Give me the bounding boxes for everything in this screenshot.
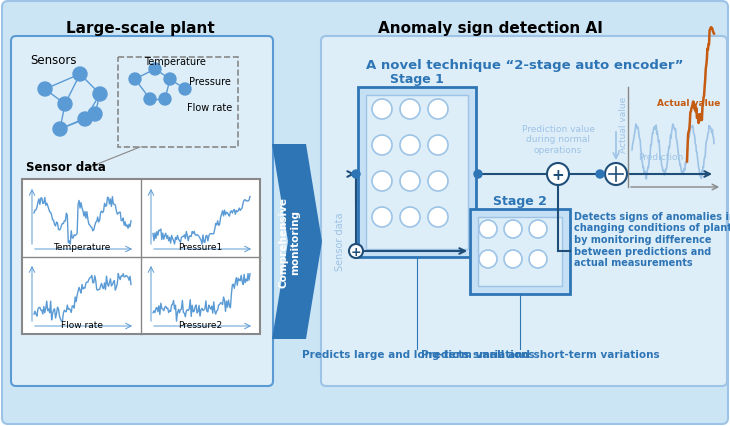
Circle shape	[504, 250, 522, 268]
Text: Large-scale plant: Large-scale plant	[66, 20, 215, 35]
FancyBboxPatch shape	[358, 88, 476, 257]
Circle shape	[400, 172, 420, 192]
Circle shape	[352, 170, 360, 178]
Text: Flow rate: Flow rate	[61, 321, 103, 330]
Circle shape	[372, 172, 392, 192]
Text: +: +	[552, 168, 564, 183]
Circle shape	[144, 94, 156, 106]
Circle shape	[428, 136, 448, 155]
Text: Actual value: Actual value	[619, 97, 628, 153]
Circle shape	[400, 136, 420, 155]
Text: Temperature: Temperature	[53, 243, 111, 252]
FancyBboxPatch shape	[22, 180, 260, 334]
Text: Comprehensive
monitoring: Comprehensive monitoring	[278, 196, 300, 287]
Circle shape	[400, 100, 420, 120]
Circle shape	[479, 221, 497, 239]
Text: Flow rate: Flow rate	[188, 103, 233, 113]
Circle shape	[428, 100, 448, 120]
Circle shape	[73, 68, 87, 82]
FancyBboxPatch shape	[366, 96, 468, 249]
Circle shape	[372, 207, 392, 227]
Circle shape	[605, 164, 627, 186]
Circle shape	[349, 245, 363, 259]
Text: Sensor data: Sensor data	[335, 212, 345, 271]
Text: Temperature: Temperature	[144, 57, 206, 67]
Text: Stage 1: Stage 1	[390, 73, 444, 86]
Text: Stage 2: Stage 2	[493, 195, 547, 208]
Circle shape	[428, 207, 448, 227]
Circle shape	[596, 170, 604, 178]
Text: Actual value: Actual value	[656, 98, 720, 107]
Circle shape	[372, 136, 392, 155]
FancyBboxPatch shape	[470, 210, 570, 294]
Circle shape	[58, 98, 72, 112]
Text: Prediction value
during normal
operations: Prediction value during normal operation…	[521, 125, 594, 155]
Text: Pressure2: Pressure2	[178, 321, 222, 330]
Circle shape	[428, 172, 448, 192]
Circle shape	[78, 113, 92, 127]
Text: Sensors: Sensors	[30, 53, 77, 66]
Circle shape	[93, 88, 107, 102]
Circle shape	[164, 74, 176, 86]
Circle shape	[159, 94, 171, 106]
Circle shape	[474, 170, 482, 178]
Circle shape	[400, 207, 420, 227]
Text: Anomaly sign detection AI: Anomaly sign detection AI	[377, 20, 602, 35]
Circle shape	[129, 74, 141, 86]
Text: Prediction: Prediction	[638, 153, 683, 162]
Circle shape	[88, 108, 102, 122]
Text: Detects signs of anomalies in
changing conditions of plants,
by monitoring diffe: Detects signs of anomalies in changing c…	[575, 211, 730, 268]
Polygon shape	[272, 145, 322, 339]
Text: A novel technique “2-stage auto encoder”: A novel technique “2-stage auto encoder”	[366, 58, 683, 71]
Text: Sensor data: Sensor data	[26, 161, 106, 174]
Text: Pressure: Pressure	[189, 77, 231, 87]
Circle shape	[53, 123, 67, 137]
Text: Predicts small and short-term variations: Predicts small and short-term variations	[420, 349, 659, 359]
FancyBboxPatch shape	[11, 37, 273, 386]
Circle shape	[529, 250, 547, 268]
Circle shape	[479, 250, 497, 268]
Text: +: +	[350, 246, 361, 259]
Circle shape	[372, 100, 392, 120]
Circle shape	[179, 84, 191, 96]
Circle shape	[38, 83, 52, 97]
FancyBboxPatch shape	[321, 37, 727, 386]
Circle shape	[547, 164, 569, 186]
Circle shape	[504, 221, 522, 239]
Circle shape	[529, 221, 547, 239]
Text: Pressure1: Pressure1	[178, 243, 222, 252]
Text: Predicts large and long-term variations: Predicts large and long-term variations	[301, 349, 534, 359]
Circle shape	[149, 64, 161, 76]
FancyBboxPatch shape	[478, 218, 562, 286]
